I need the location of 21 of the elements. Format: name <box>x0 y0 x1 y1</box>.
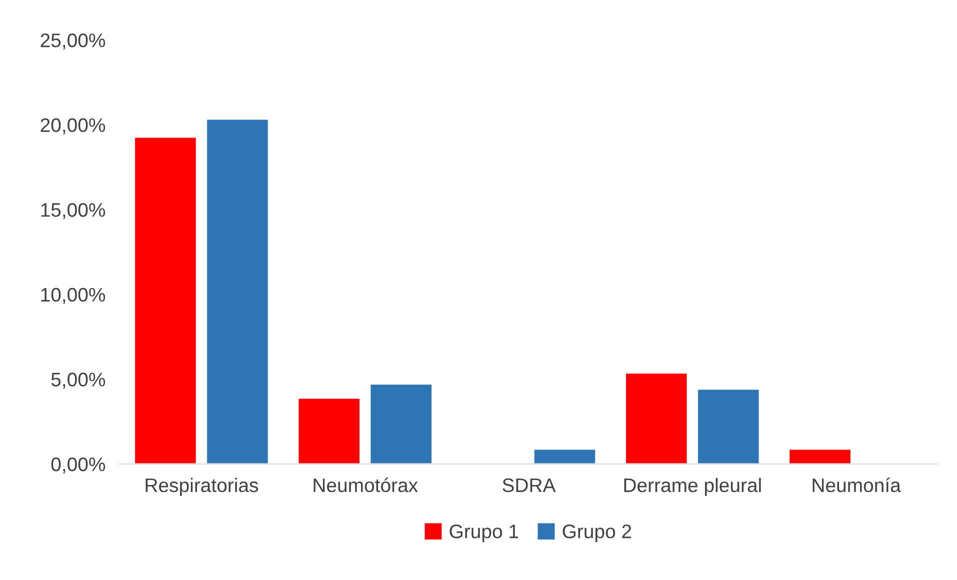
y-tick-label: 10,00% <box>41 288 106 304</box>
bar <box>696 388 760 464</box>
y-tick-label: 15,00% <box>41 203 106 220</box>
y-tick-label: 25,00% <box>40 33 106 50</box>
x-tick-label: Derrame pleural <box>624 478 761 496</box>
x-tick-label: SDRA <box>502 478 556 492</box>
legend-label: Grupo 1 <box>450 524 518 542</box>
bar <box>788 448 852 464</box>
x-tick-label: Neumonía <box>812 478 901 492</box>
bar <box>206 118 270 464</box>
x-tick-label: Neumotórax <box>314 478 418 492</box>
bar <box>369 383 433 464</box>
x-tick-label: Respiratorias <box>146 478 258 496</box>
bar <box>532 448 597 464</box>
legend-label: Grupo 2 <box>562 524 632 542</box>
y-tick-label: 20,00% <box>40 118 106 134</box>
y-tick-label: 5,00% <box>51 372 106 389</box>
bar <box>624 372 688 464</box>
bar <box>134 136 198 464</box>
bar <box>297 397 361 464</box>
y-tick-label: 0,00% <box>51 457 106 474</box>
